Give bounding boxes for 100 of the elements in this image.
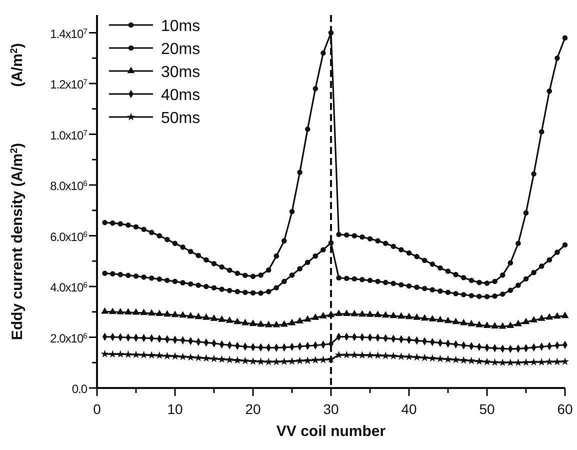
point [266, 288, 272, 294]
point [492, 278, 498, 284]
point [553, 312, 561, 319]
point [350, 310, 358, 316]
point [531, 270, 536, 276]
point [328, 30, 334, 36]
point [326, 355, 336, 363]
point [405, 312, 413, 320]
point [366, 310, 374, 317]
point [538, 129, 544, 134]
point [140, 308, 148, 316]
point [312, 253, 318, 259]
point [250, 290, 256, 296]
point [304, 260, 310, 266]
point [241, 318, 249, 326]
point [156, 276, 162, 282]
point [374, 310, 382, 318]
point [148, 230, 154, 236]
point [414, 254, 420, 260]
point [202, 313, 210, 320]
point [179, 311, 187, 318]
point [342, 310, 350, 316]
point [172, 278, 178, 284]
point [148, 309, 156, 316]
point [188, 248, 194, 254]
point [219, 286, 224, 292]
point [523, 210, 529, 216]
legend-label: 20ms [161, 41, 200, 58]
point [516, 282, 521, 288]
x-tick-label: 0 [93, 401, 102, 417]
point [523, 276, 529, 282]
point [327, 310, 335, 318]
point [422, 286, 428, 292]
point [344, 276, 350, 282]
y-tick-label: 1.0x10$^{7}$ [50, 128, 88, 142]
point [460, 356, 468, 364]
point [218, 315, 226, 322]
point [492, 294, 498, 299]
point [188, 281, 194, 287]
point [304, 126, 310, 132]
point [382, 311, 390, 318]
point [514, 358, 522, 366]
point [522, 318, 530, 324]
point [194, 312, 202, 320]
point [428, 314, 436, 322]
x-tick-label: 30 [323, 401, 339, 417]
point [530, 358, 538, 366]
point [241, 356, 250, 364]
point [170, 352, 180, 360]
point [500, 291, 506, 297]
point [430, 287, 436, 292]
point [350, 350, 358, 358]
point [132, 308, 140, 315]
point [156, 233, 162, 238]
point [196, 252, 202, 258]
point [490, 358, 499, 366]
legend-label: 10ms [161, 18, 200, 35]
legend-label: 30ms [161, 64, 200, 81]
point [538, 314, 546, 321]
point [180, 244, 186, 250]
point [358, 310, 366, 317]
point [508, 260, 514, 266]
point [257, 320, 265, 327]
point [312, 86, 318, 92]
x-tick-label: 20 [245, 401, 261, 417]
point [280, 357, 288, 366]
point [186, 312, 194, 318]
point [412, 353, 421, 361]
y-tick-label: 1.2x10$^{7}$ [50, 77, 88, 92]
point [390, 244, 396, 250]
point [118, 272, 124, 278]
point [204, 257, 209, 262]
point [108, 350, 117, 358]
point [196, 282, 202, 288]
point [202, 354, 210, 362]
point [484, 294, 490, 300]
point [367, 236, 373, 242]
point [406, 250, 412, 256]
point [226, 268, 232, 273]
point [452, 356, 460, 364]
point [538, 358, 546, 366]
point [288, 318, 296, 326]
point [141, 226, 146, 232]
point [234, 288, 240, 294]
point [297, 170, 302, 175]
point [272, 358, 280, 366]
point [288, 357, 296, 365]
point [460, 274, 466, 280]
point [164, 278, 170, 284]
x-tick-label: 10 [167, 401, 183, 417]
point [374, 351, 382, 359]
point [468, 278, 474, 284]
point [320, 247, 326, 252]
point [148, 351, 156, 359]
point [414, 284, 420, 290]
point [101, 307, 109, 314]
point [304, 315, 312, 322]
point [274, 253, 280, 259]
point [476, 280, 482, 286]
point [155, 351, 164, 359]
